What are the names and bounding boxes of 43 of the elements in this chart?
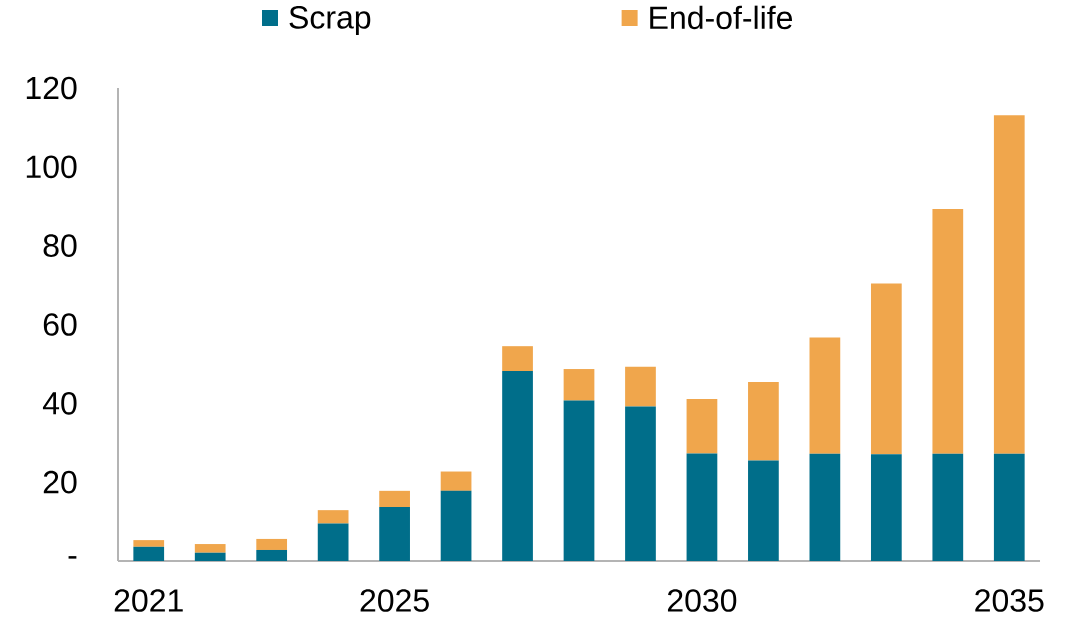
- x-tick-label: 2035: [975, 589, 1044, 612]
- bar: [993, 115, 1025, 454]
- bar: [563, 369, 595, 401]
- bar: [870, 454, 902, 561]
- bar: [932, 209, 964, 454]
- bar: [194, 552, 226, 561]
- x-tick-label: 2021: [114, 589, 183, 612]
- bar: [440, 490, 472, 561]
- bar: [625, 366, 656, 407]
- bar: [748, 382, 779, 461]
- y-tick-label: 120: [26, 76, 77, 100]
- bar: [993, 453, 1025, 561]
- bar: [625, 406, 656, 561]
- x-tick-label: 2030: [667, 589, 737, 612]
- y-tick-label: -: [68, 556, 77, 559]
- legend-label: Scrap: [289, 6, 371, 36]
- bar: [502, 371, 533, 561]
- y-tick-label: 60: [43, 313, 77, 336]
- x-tick-label: 2025: [360, 589, 429, 612]
- bar: [809, 337, 841, 454]
- bar: [317, 510, 349, 524]
- y-tick-label: 80: [43, 234, 77, 257]
- bar: [317, 523, 349, 561]
- bar: [686, 453, 718, 561]
- legend-label: End-of-life: [650, 5, 793, 30]
- bar: [809, 453, 841, 561]
- bar: [256, 549, 288, 561]
- bar: [686, 399, 718, 454]
- bar: [379, 490, 410, 507]
- bar: [440, 471, 472, 491]
- bar: [502, 346, 533, 372]
- bar: [133, 546, 165, 561]
- bar: [870, 283, 902, 455]
- bar: [194, 544, 226, 553]
- bar: [563, 400, 595, 561]
- y-tick-label: 100: [26, 155, 77, 179]
- y-tick-label: 20: [43, 470, 77, 494]
- bar: [256, 538, 288, 550]
- bar: [133, 540, 165, 547]
- bar: [379, 507, 410, 561]
- bar: [932, 453, 964, 561]
- y-tick-label: 40: [42, 392, 77, 415]
- bar: [748, 460, 779, 561]
